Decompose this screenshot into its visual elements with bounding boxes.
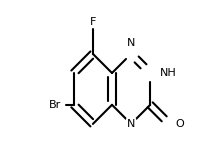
Text: N: N <box>127 38 135 48</box>
Text: O: O <box>176 119 184 129</box>
Text: NH: NH <box>160 68 177 78</box>
Text: F: F <box>90 17 96 27</box>
Text: Br: Br <box>49 100 61 110</box>
Text: N: N <box>127 119 135 129</box>
